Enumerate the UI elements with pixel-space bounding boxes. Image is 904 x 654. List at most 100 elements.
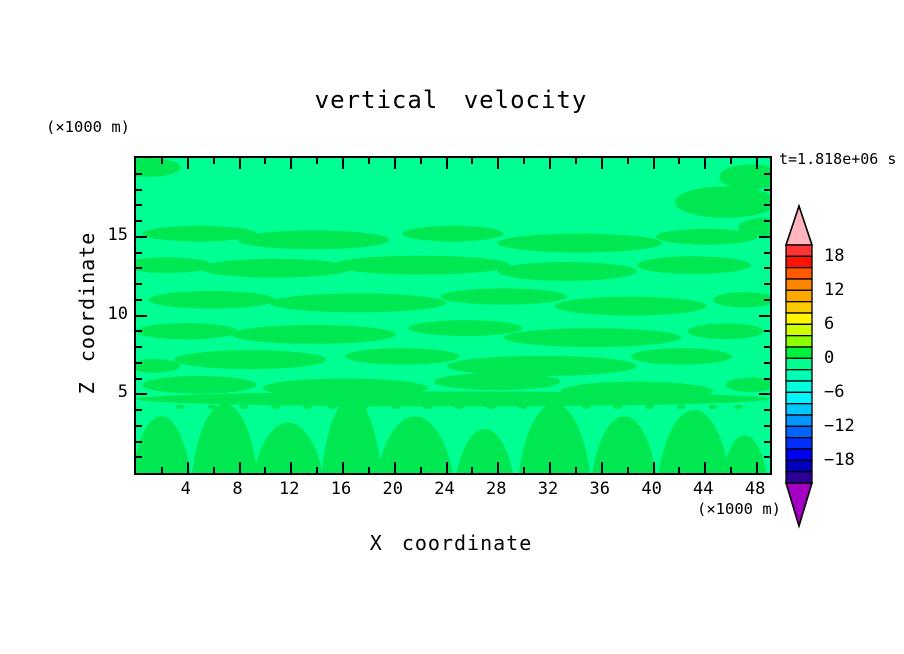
contour-field xyxy=(136,158,770,473)
contour-speckle xyxy=(518,404,528,410)
tick-mark xyxy=(471,158,474,164)
tick-mark xyxy=(238,158,241,169)
contour-blob xyxy=(446,355,637,376)
contour-speckle xyxy=(613,404,623,410)
contour-blob xyxy=(199,258,352,278)
tick-mark xyxy=(186,462,189,473)
chart-title: vertical velocity xyxy=(314,86,588,114)
colorbar-segment xyxy=(785,391,813,405)
colorbar-segment xyxy=(785,244,813,257)
contour-blob xyxy=(712,292,770,308)
tick-mark xyxy=(497,158,500,169)
tick-mark xyxy=(730,467,733,473)
contour-blob xyxy=(237,230,390,250)
tick-mark xyxy=(600,158,603,169)
contour-speckle xyxy=(454,404,464,410)
time-annotation: t=1.818e+06 s xyxy=(779,150,897,168)
tick-mark xyxy=(419,467,422,473)
colorbar-segment xyxy=(785,369,813,382)
tick-mark xyxy=(764,267,770,270)
contour-blob xyxy=(332,255,511,275)
tick-mark xyxy=(290,158,293,169)
tick-mark xyxy=(186,158,189,169)
tick-mark xyxy=(136,393,147,396)
contour-blob xyxy=(456,428,513,473)
contour-blob xyxy=(497,233,663,253)
tick-mark xyxy=(136,314,147,317)
tick-mark xyxy=(574,158,577,164)
y-tick-label: 15 xyxy=(107,224,128,245)
x-tick-label: 24 xyxy=(434,479,455,499)
tick-mark xyxy=(764,251,770,254)
colorbar-segment xyxy=(785,278,813,291)
tick-mark xyxy=(523,467,526,473)
x-tick-label: 28 xyxy=(486,479,507,499)
contour-blob xyxy=(738,217,770,237)
contour-speckle xyxy=(676,404,686,410)
contour-blob xyxy=(377,416,453,473)
y-tick-label: 10 xyxy=(107,303,128,324)
contour-blob xyxy=(136,416,191,473)
colorbar-segment xyxy=(785,357,813,371)
colorbar-tick-label: 12 xyxy=(824,280,845,301)
tick-mark xyxy=(756,158,759,169)
colorbar-segment xyxy=(785,335,813,348)
y-axis-unit: (×1000 m) xyxy=(46,118,130,136)
tick-mark xyxy=(764,220,770,222)
x-tick-label: 12 xyxy=(279,479,300,499)
x-axis-label: X coordinate xyxy=(369,531,533,555)
contour-blob xyxy=(518,403,591,473)
tick-mark xyxy=(316,158,319,164)
tick-mark xyxy=(764,424,770,427)
tick-mark xyxy=(342,462,344,473)
tick-mark xyxy=(136,409,142,411)
tick-mark xyxy=(136,220,142,222)
contour-blob xyxy=(136,358,181,373)
tick-mark xyxy=(290,462,293,473)
colorbar-segment xyxy=(785,471,813,484)
tick-mark xyxy=(264,158,267,164)
tick-mark xyxy=(136,330,142,333)
contour-blob xyxy=(231,324,396,344)
x-tick-label: 4 xyxy=(180,479,191,499)
tick-mark xyxy=(764,172,770,175)
contour-blob xyxy=(433,373,561,391)
contour-blob xyxy=(592,416,657,473)
tick-mark xyxy=(367,158,370,164)
x-tick-label: 32 xyxy=(537,479,559,499)
contour-speckle xyxy=(271,404,280,410)
x-tick-label: 20 xyxy=(382,479,404,499)
tick-mark xyxy=(549,462,551,473)
contour-speckle xyxy=(733,404,743,410)
contour-blob xyxy=(440,288,568,305)
colorbar-segment xyxy=(785,301,813,314)
tick-mark xyxy=(574,467,577,473)
contour-blob xyxy=(408,320,523,336)
contour-blob xyxy=(719,164,770,190)
contour-speckle xyxy=(207,404,217,410)
x-tick-label: 8 xyxy=(232,479,243,499)
tick-mark xyxy=(136,361,142,364)
contour-blob xyxy=(148,290,276,309)
contour-blob xyxy=(497,261,637,281)
tick-mark xyxy=(764,361,770,364)
tick-mark xyxy=(764,346,770,348)
tick-mark xyxy=(626,467,629,473)
colorbar-tick-label: −6 xyxy=(824,382,845,403)
contour-speckle xyxy=(239,404,249,410)
x-tick-label: 16 xyxy=(330,479,352,499)
colorbar-segment xyxy=(785,437,813,450)
colorbar-segment xyxy=(785,380,813,393)
tick-mark xyxy=(600,462,603,473)
tick-mark xyxy=(393,462,396,473)
colorbar-tick-label: −18 xyxy=(824,450,855,471)
tick-mark xyxy=(445,158,448,169)
contour-blob xyxy=(269,293,447,313)
tick-mark xyxy=(136,172,142,175)
contour-speckle xyxy=(423,404,433,410)
contour-blob xyxy=(630,348,732,365)
colorbar xyxy=(784,203,814,529)
tick-mark xyxy=(759,314,770,317)
colorbar-segment xyxy=(785,289,813,303)
colorbar-segment xyxy=(785,346,813,359)
